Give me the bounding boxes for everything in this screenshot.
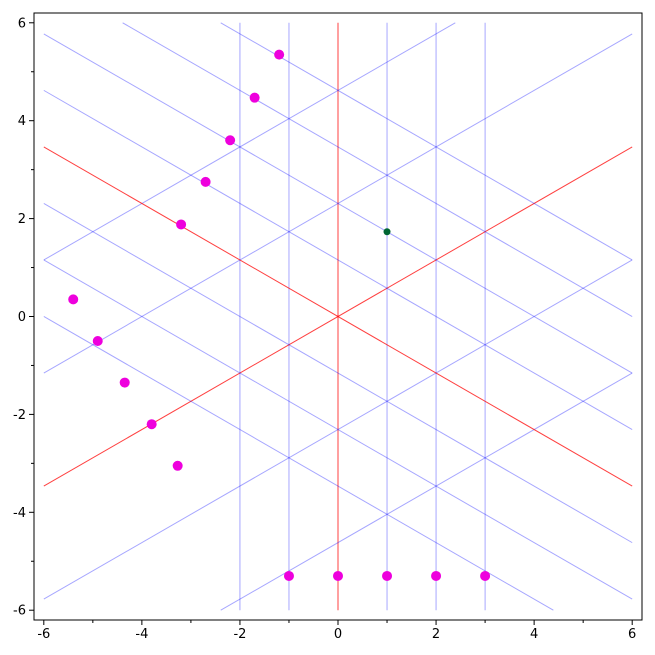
x-tick-label-2: -2 [233,627,246,642]
axis-line-falling-3 [43,146,633,487]
data-point-4 [176,219,187,230]
data-point-14 [480,570,491,581]
grid-line-falling-1 [43,259,633,600]
grid-line-rising-0 [220,372,633,611]
axis-ticks: -6 -4 -2 0 2 4 6 -6 -4 -2 0 2 4 6 [13,16,636,642]
y-tick-label-0: -6 [13,604,26,619]
y-tick-label-2: -2 [13,408,26,423]
grid-line-falling-7 [220,22,633,261]
grid-line-falling-2 [43,203,633,544]
y-tick-label-1: -4 [13,506,26,521]
grid-line-falling-4 [43,89,633,430]
data-point-9 [172,460,183,471]
grid-line-falling-0 [43,316,554,611]
special-point [383,228,391,236]
x-tick-label-6: 6 [628,627,636,642]
data-point-3 [200,176,211,187]
grid-line-falling-5 [43,33,633,374]
y-tick-label-4: 2 [18,212,26,227]
data-points [68,49,491,581]
data-point-2 [225,135,236,146]
grid-line-rising-3 [43,33,633,374]
x-tick-label-0: -6 [37,627,50,642]
grid-line-rising-4 [43,22,456,261]
y-tick-label-6: 6 [18,16,26,31]
x-tick-label-4: 2 [432,627,440,642]
data-point-13 [431,570,442,581]
plot-lines [43,22,633,611]
x-tick-label-5: 4 [530,627,538,642]
x-tick-label-1: -4 [135,627,148,642]
data-point-8 [146,419,157,430]
data-point-5 [68,294,79,305]
data-point-11 [333,570,343,581]
data-point-6 [92,335,103,346]
grid-line-falling-6 [122,22,633,317]
data-point-10 [283,570,294,581]
grid-line-rising-1 [43,259,633,600]
y-tick-label-3: 0 [18,310,26,325]
data-point-12 [382,570,393,581]
data-point-1 [249,92,260,103]
x-tick-label-3: 0 [334,627,342,642]
data-point-7 [119,377,130,388]
y-tick-label-5: 4 [18,114,26,129]
data-point-0 [274,49,285,60]
